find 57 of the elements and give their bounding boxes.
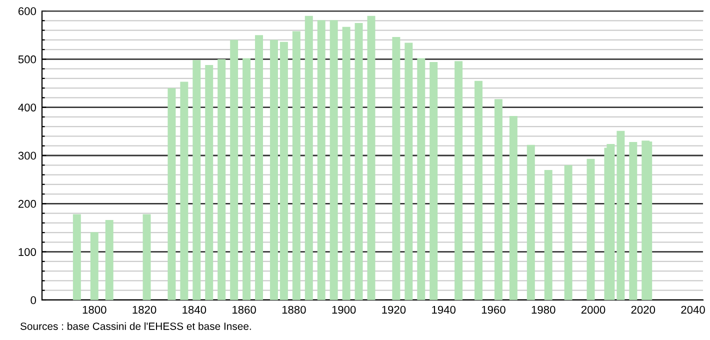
y-tick-label: 300 — [18, 152, 36, 160]
bar — [105, 220, 114, 300]
x-tick-label: 1820 — [132, 306, 156, 314]
bar — [430, 62, 438, 300]
bar — [474, 80, 482, 300]
bar — [544, 170, 552, 300]
x-tick-label: 1980 — [532, 306, 556, 314]
x-tick-label: 1920 — [382, 306, 406, 314]
x-tick-label: 1880 — [282, 306, 306, 314]
y-tick-label: 200 — [18, 200, 36, 208]
bar — [417, 58, 426, 300]
bar — [564, 165, 572, 300]
bar — [404, 42, 413, 300]
bar — [367, 16, 376, 300]
source-note: Sources : base Cassini de l'EHESS et base Insee. — [20, 322, 251, 330]
bar — [526, 144, 535, 300]
bar — [168, 88, 176, 300]
x-tick-label: 2040 — [681, 306, 705, 314]
x-tick-label: 1840 — [182, 306, 206, 314]
y-tick-label: 500 — [18, 55, 36, 64]
bar — [454, 61, 463, 300]
bar — [317, 20, 326, 300]
bar — [342, 26, 350, 300]
x-tick-label: 1800 — [82, 306, 106, 314]
bar — [142, 214, 151, 300]
bar — [255, 35, 263, 300]
bar — [330, 20, 338, 300]
bar — [230, 40, 238, 300]
bar — [218, 59, 226, 300]
bar — [509, 116, 518, 300]
y-tick-label: 100 — [18, 248, 36, 256]
x-tick-label: 2000 — [581, 306, 606, 314]
y-tick-label: 600 — [18, 7, 36, 16]
bar — [586, 158, 595, 300]
bar — [629, 142, 638, 300]
x-tick-label: 1960 — [482, 306, 506, 314]
bar — [392, 37, 400, 300]
bar — [606, 144, 615, 300]
x-tick-label: 1860 — [232, 306, 256, 314]
x-tick-label: 2020 — [631, 306, 656, 314]
bar — [242, 58, 251, 300]
bar — [205, 64, 214, 300]
x-tick-label: 1940 — [432, 306, 456, 314]
bar — [304, 16, 313, 300]
x-tick-label: 1900 — [332, 306, 356, 314]
bar — [192, 60, 201, 300]
bar — [616, 130, 625, 300]
bar — [72, 214, 81, 300]
bar — [270, 40, 278, 300]
bar — [354, 23, 363, 300]
bar — [90, 232, 98, 300]
bar — [494, 99, 502, 300]
y-tick-label: 400 — [18, 104, 36, 112]
bar — [180, 82, 188, 300]
bar — [280, 42, 288, 300]
bar — [292, 31, 300, 300]
y-tick-label: 0 — [30, 296, 36, 304]
